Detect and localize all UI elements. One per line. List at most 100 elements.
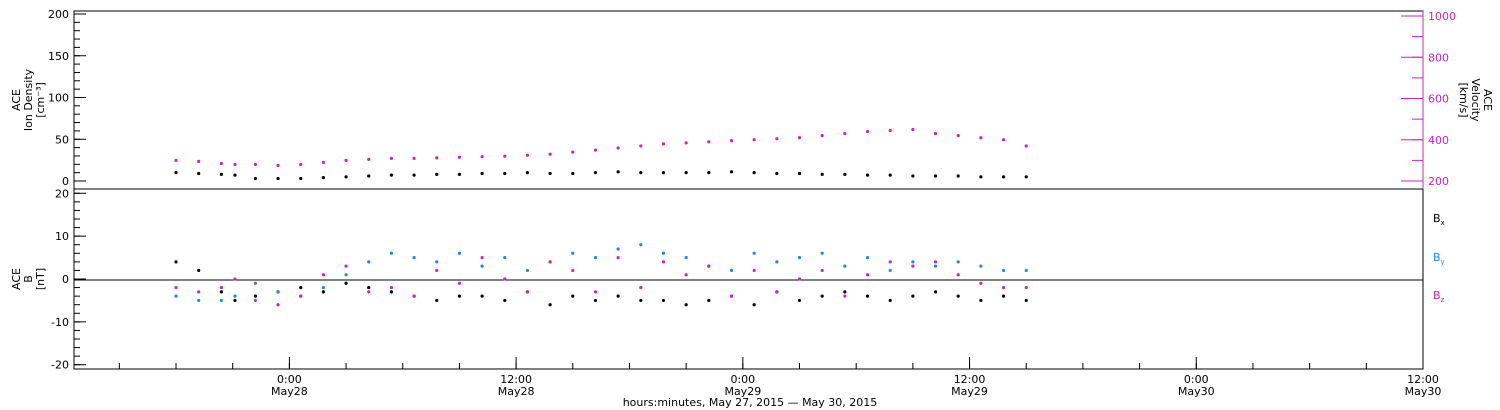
bz-point (480, 255, 484, 260)
bx-point (480, 294, 484, 298)
velocity-point (752, 138, 756, 142)
bx-point (571, 294, 575, 298)
velocity-point (820, 134, 824, 138)
bottom-ticks: -20 -10 0 10 20 (51, 187, 86, 372)
velocity-point (684, 141, 688, 145)
density-point (1024, 175, 1028, 179)
velocity-point (457, 155, 462, 159)
legend-bx: Bx (1433, 212, 1445, 227)
by-point (752, 251, 756, 255)
top-right-ylabel-line3: [km/s] (1457, 82, 1470, 117)
x-tick-time: 0:00 (277, 373, 302, 386)
bx-point (253, 294, 257, 298)
density-point (843, 172, 847, 176)
bz-point (593, 290, 598, 294)
by-point (344, 273, 348, 277)
by-point (820, 251, 824, 255)
bz-point (219, 285, 223, 290)
top-right-tick-label: 800 (1428, 51, 1449, 64)
velocity-point (435, 156, 439, 160)
bx-point (684, 303, 688, 307)
bz-point (1001, 285, 1006, 290)
density-point (911, 174, 915, 178)
by-point (956, 260, 960, 264)
velocity-point (344, 158, 348, 162)
velocity-point (843, 131, 847, 136)
x-tick-date: May30 (1178, 385, 1215, 398)
bz-point (707, 264, 711, 268)
bz-point (321, 273, 325, 277)
velocity-point (1001, 138, 1006, 142)
x-tick-date: May29 (724, 385, 761, 398)
density-point (299, 176, 303, 181)
bottom-tick-label: 10 (55, 230, 69, 243)
by-point (684, 255, 688, 260)
x-tick-date: May29 (951, 385, 988, 398)
bz-point (820, 268, 824, 273)
density-point (389, 173, 394, 177)
bottom-tick-label: 0 (62, 273, 69, 286)
velocity-point (321, 160, 325, 165)
bz-point (457, 281, 462, 285)
top-left-ylabel-line1: ACE (10, 89, 23, 111)
bx-point (616, 294, 620, 298)
by-point (367, 260, 371, 264)
density-point (820, 172, 824, 176)
bx-point (933, 290, 938, 294)
by-point (480, 264, 484, 268)
x-axis-label: hours:minutes, May 27, 2015 — May 30, 20… (623, 396, 878, 409)
bz-point (661, 260, 666, 264)
bx-point (661, 298, 666, 303)
x-tick-date: May30 (1405, 385, 1442, 398)
by-point (911, 260, 915, 264)
by-point (775, 260, 779, 264)
density-point (661, 171, 666, 175)
by-point (593, 255, 598, 260)
bottom-ylabel-line2: B (22, 275, 35, 283)
bx-point (435, 298, 439, 303)
bx-point (299, 285, 303, 290)
density-point (525, 171, 530, 175)
velocity-point (639, 144, 643, 148)
density-point (684, 171, 688, 175)
x-tick-time: 0:00 (1184, 373, 1209, 386)
top-right-tick-label: 1000 (1428, 10, 1456, 23)
bz-point (639, 285, 643, 290)
density-point (321, 176, 325, 180)
by-point (219, 298, 223, 303)
bz-point (548, 260, 552, 264)
velocity-point (911, 127, 915, 132)
density-point (457, 172, 462, 176)
by-point (321, 285, 325, 290)
density-point (1001, 175, 1006, 179)
bz-point (299, 294, 303, 298)
density-point (253, 176, 257, 181)
bx-point (888, 298, 892, 303)
bz-point (344, 264, 348, 268)
velocity-point (797, 136, 802, 140)
by-point (253, 281, 257, 285)
bz-point (174, 285, 178, 290)
bz-point (911, 264, 915, 268)
bx-point (174, 260, 178, 264)
velocity-point (956, 134, 960, 138)
bz-point (865, 273, 870, 277)
bottom-tick-label: -20 (51, 359, 69, 372)
bz-point (752, 268, 756, 273)
density-point (933, 174, 938, 178)
top-left-ylabel-line3: [cm⁻³] (34, 82, 47, 118)
data-marks (174, 127, 1028, 307)
bx-point (820, 294, 824, 298)
bottom-panel-frame (73, 188, 1424, 370)
by-point (174, 294, 178, 298)
bz-point (276, 303, 280, 307)
top-left-tick-label: 200 (48, 8, 69, 21)
legend-by: By (1433, 251, 1445, 266)
velocity-point (219, 161, 223, 166)
velocity-point (548, 152, 552, 156)
velocity-point (593, 148, 598, 152)
top-right-tick-label: 400 (1428, 134, 1449, 147)
by-point (276, 290, 280, 294)
bz-point (1024, 285, 1028, 290)
bz-point (729, 294, 734, 298)
